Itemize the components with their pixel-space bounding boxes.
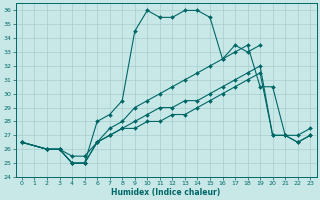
X-axis label: Humidex (Indice chaleur): Humidex (Indice chaleur) [111, 188, 221, 197]
